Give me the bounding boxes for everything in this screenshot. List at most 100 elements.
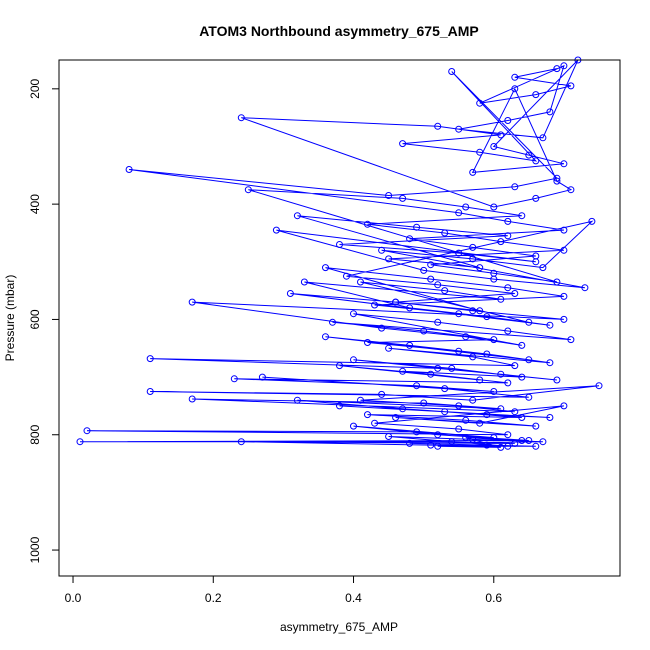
data-point [455,425,463,433]
data-point [286,290,294,297]
data-point [427,370,435,378]
data-point [553,376,561,384]
data-point [490,275,498,283]
data-point [595,382,603,390]
data-point [322,264,329,272]
data-point [420,327,428,335]
data-point [399,405,407,413]
data-point [371,419,379,427]
data-point [560,402,568,410]
data-point [244,186,252,194]
data-point [336,362,343,370]
data-point [490,143,498,150]
data-point [455,125,463,133]
data-point [532,442,540,450]
data-point [392,414,400,421]
data-point [378,324,386,332]
data-point [560,292,568,300]
data-point [490,434,498,442]
data-point [385,344,393,352]
data-point [434,364,442,372]
data-point [413,428,421,436]
data-point [532,91,540,99]
data-point [293,212,301,220]
data-point [406,304,414,312]
data-point [504,117,512,124]
data-point [293,396,301,404]
data-point [469,353,477,361]
data-point [329,318,336,326]
data-point [490,388,498,395]
y-tick-label: 200 [28,78,42,98]
x-axis-label: asymmetry_675_AMP [280,620,398,634]
y-axis: 200 400 600 800 1000 [28,78,60,563]
data-point [490,203,498,211]
data-point [272,226,280,234]
data-point [539,134,547,142]
data-point [427,441,435,449]
data-point [399,194,407,202]
data-point [448,68,456,75]
data-point [497,295,505,303]
data-point [406,439,414,447]
data-point [364,339,371,346]
data-point [469,307,477,315]
data-point [378,390,386,398]
x-tick-label: 0.4 [345,591,362,605]
data-point [350,422,357,430]
data-point [385,255,393,263]
data-point [525,356,533,364]
data-point [455,310,463,318]
data-point [518,212,526,220]
data-point [230,375,238,383]
data-point [385,192,393,199]
y-tick-label: 1000 [28,536,42,563]
data-point [553,278,561,286]
data-point [497,238,505,246]
data-point [469,435,477,443]
data-point [364,411,371,419]
data-point [462,333,470,341]
data-point [490,336,498,344]
x-tick-label: 0.2 [205,591,222,605]
data-point [476,264,484,272]
data-point [504,232,512,240]
data-point [469,396,477,404]
data-point [462,416,470,424]
data-point [146,355,154,363]
data-point [434,318,442,326]
data-point [448,438,456,446]
data-point [525,437,533,444]
data-point [504,284,512,292]
data-point [399,367,407,375]
data-point [413,382,421,390]
data-point [392,298,400,306]
y-axis-label: Pressure (mbar) [3,275,17,362]
data-point [83,427,91,435]
data-point [497,443,505,451]
data-point [469,243,477,251]
data-point [322,333,329,341]
data-point [511,439,519,447]
series-layer [76,56,603,451]
data-point [476,99,484,107]
x-tick-label: 0.6 [485,591,502,605]
data-point [567,82,575,90]
data-point [469,255,477,263]
data-point [511,290,519,297]
data-point [560,160,568,168]
data-point [546,414,554,421]
data-point [385,433,393,440]
data-point [462,203,470,211]
data-point [427,261,435,269]
x-tick-label: 0.0 [65,591,82,605]
data-point [511,362,519,370]
data-point [567,186,575,194]
data-point [525,318,533,326]
data-point [504,379,512,387]
data-point [188,298,196,306]
data-point [560,62,568,70]
data-point [378,246,386,254]
data-point [350,310,357,318]
